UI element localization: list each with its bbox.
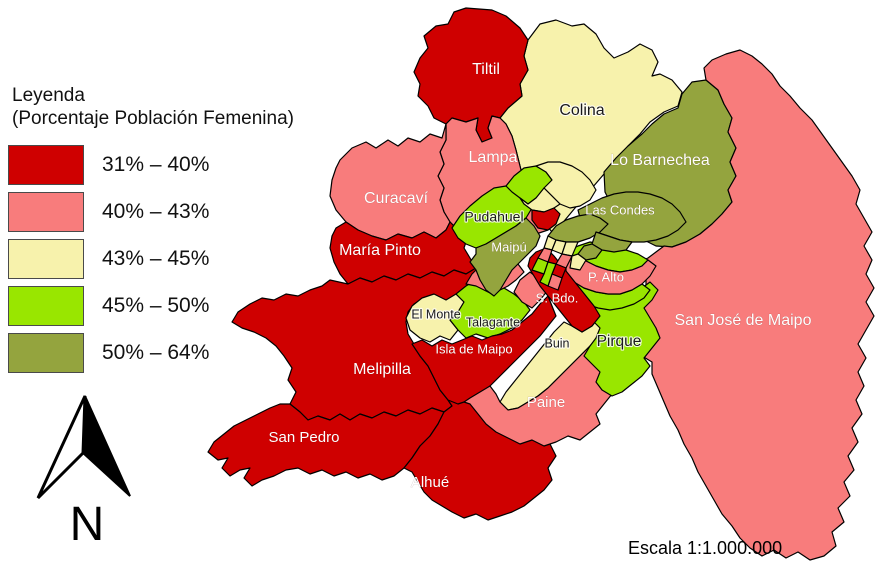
region-urban-patch-2[interactable] [535, 161, 597, 209]
region-label-las-condes: Las Condes [585, 202, 655, 217]
north-arrow: N [25, 388, 145, 551]
legend-items: 31% – 40% 40% – 43% 43% – 45% 45% – 50% 50% … [8, 145, 308, 373]
region-paine[interactable] [463, 325, 621, 447]
legend-swatch-green [8, 286, 84, 326]
legend-swatch-yellow [8, 239, 84, 279]
legend-range-label: 31% – 40% [102, 153, 210, 176]
north-arrow-right-wing [81, 395, 131, 497]
region-label-talagante: Talagante [466, 315, 520, 329]
legend-item-red: 31% – 40% [8, 145, 308, 185]
region-label-buin: Buin [544, 336, 569, 350]
region-san-jose-de-maipo[interactable] [633, 49, 875, 561]
north-label: N [70, 498, 105, 548]
region-p-alto[interactable] [565, 255, 657, 295]
legend-swatch-olive [8, 333, 84, 373]
legend-range-label: 50% – 64% [102, 341, 210, 364]
legend-item-salmon: 40% – 43% [8, 192, 308, 232]
region-label-curacavi: Curacaví [364, 190, 429, 207]
region-label-maria-pinto: María Pinto [339, 242, 421, 259]
region-label-pirque: Pirque [597, 333, 642, 350]
region-label-maipu: Maipú [491, 239, 526, 254]
region-label-isla-de-maipo: Isla de Maipo [435, 341, 512, 356]
region-label-tiltil: Tiltil [472, 61, 500, 78]
legend-item-green: 45% – 50% [8, 286, 308, 326]
region-label-paine: Paine [527, 394, 565, 411]
legend: Leyenda (Porcentaje Población Femenina) … [8, 84, 308, 380]
region-label-s-bdo: S. Bdo. [536, 290, 579, 305]
region-label-pudahuel: Pudahuel [464, 209, 523, 225]
region-isla-de-maipo[interactable] [411, 295, 557, 405]
legend-title: Leyenda [12, 85, 85, 106]
region-maipu[interactable] [469, 217, 541, 297]
region-label-colina: Colina [559, 102, 604, 119]
region-label-san-jose-de-maipo: San José de Maipo [675, 312, 812, 329]
region-label-alhue: Alhué [411, 474, 449, 491]
region-urban-patch-15[interactable] [569, 253, 587, 271]
legend-range-label: 45% – 50% [102, 294, 210, 317]
legend-range-label: 40% – 43% [102, 200, 210, 223]
legend-range-label: 43% – 45% [102, 247, 210, 270]
legend-item-olive: 50% – 64% [8, 333, 308, 373]
region-urban-patch-17[interactable] [539, 261, 557, 287]
region-label-p-alto: P. Alto [588, 269, 624, 284]
region-label-lampa: Lampa [469, 149, 518, 166]
north-arrow-graphic: N [36, 395, 131, 551]
region-label-el-monte: El Monte [411, 307, 460, 321]
region-san-pedro[interactable] [207, 403, 445, 487]
region-urban-patch-4[interactable] [531, 207, 561, 231]
scale-text: Escala 1:1.000.000 [628, 538, 783, 558]
region-pudahuel[interactable] [451, 185, 533, 249]
north-arrow-left-wing [36, 395, 87, 500]
legend-swatch-salmon [8, 192, 84, 232]
region-urban-patch-3[interactable] [519, 187, 561, 213]
legend-item-yellow: 43% – 45% [8, 239, 308, 279]
legend-subtitle: (Porcentaje Población Femenina) [12, 108, 294, 129]
region-label-san-pedro: San Pedro [269, 429, 340, 446]
region-curacavi[interactable] [329, 123, 451, 241]
region-label-lo-barnechea: Lo Barnechea [610, 152, 710, 169]
region-label-melipilla: Melipilla [353, 361, 411, 378]
legend-swatch-red [8, 145, 84, 185]
